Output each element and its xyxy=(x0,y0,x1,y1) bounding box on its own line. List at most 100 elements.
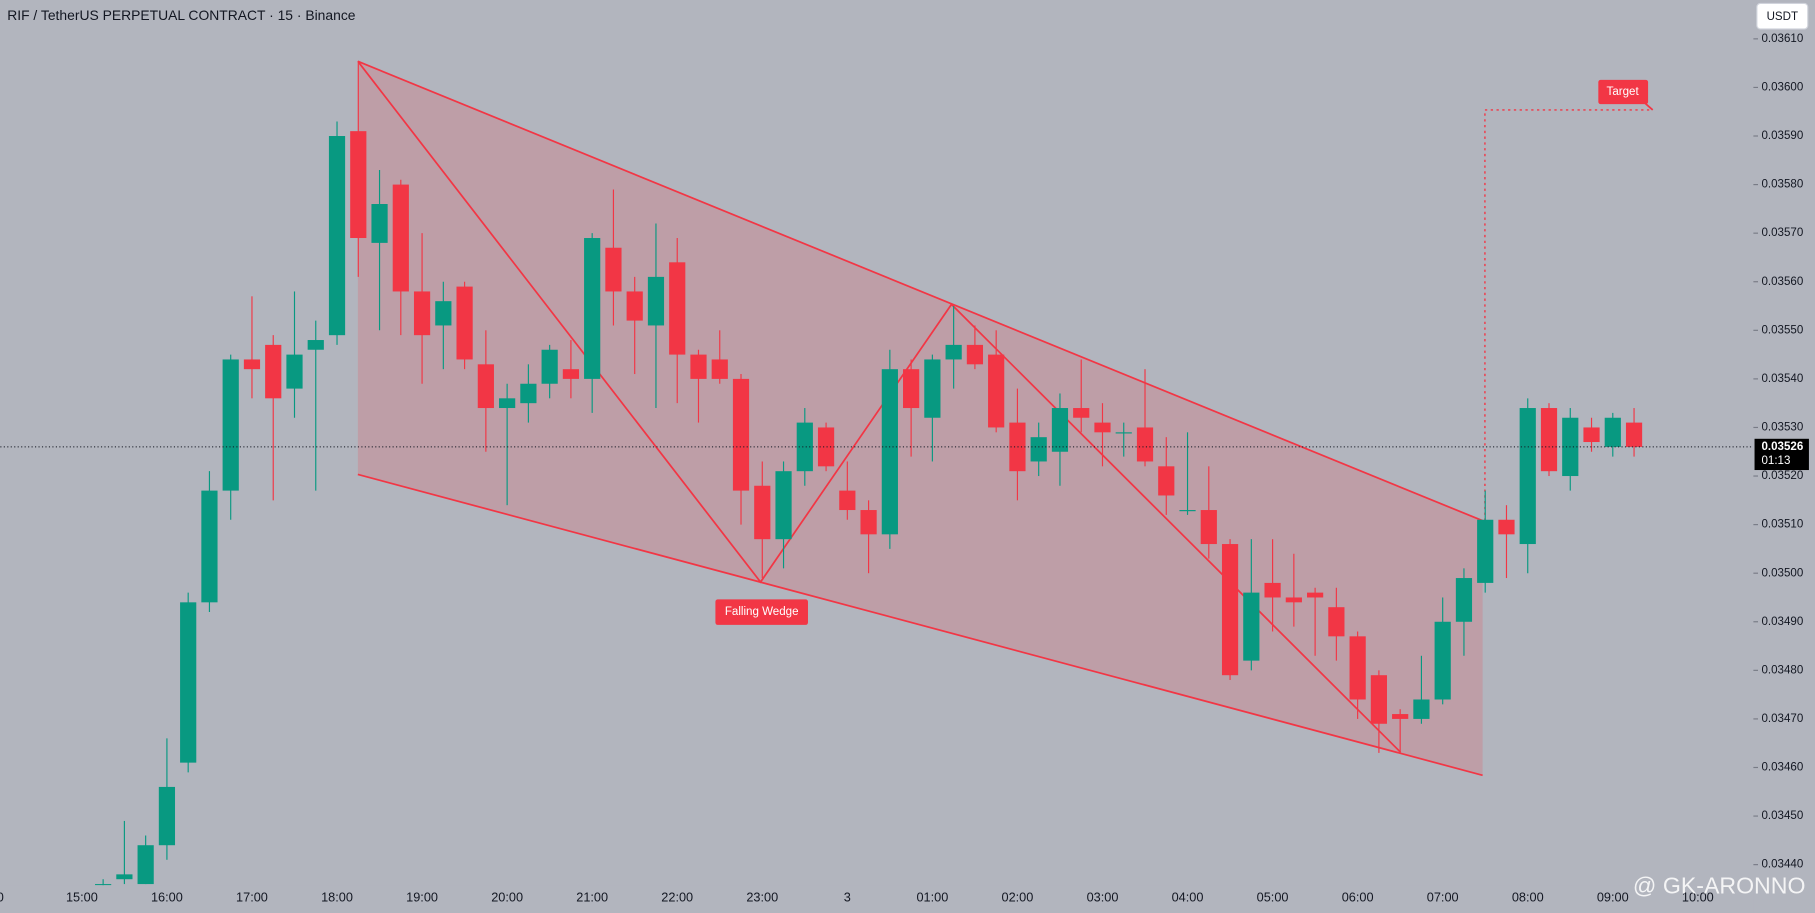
candle-body xyxy=(477,364,494,409)
y-tick-label: 0.03450 xyxy=(1761,810,1803,822)
candle-body xyxy=(1370,675,1387,724)
pattern-label-box xyxy=(715,599,808,625)
y-tick-label: 0.03440 xyxy=(1761,859,1803,871)
candle-body xyxy=(1073,408,1090,418)
candle-body xyxy=(265,344,282,399)
x-tick-label: 00 xyxy=(0,889,4,904)
candle-body xyxy=(775,471,792,540)
x-tick-label: 03:00 xyxy=(1087,889,1119,904)
target-label: Target xyxy=(1607,86,1640,98)
candle-body xyxy=(1392,714,1409,719)
candle-body xyxy=(839,490,856,511)
candle-body xyxy=(499,398,516,409)
currency-label[interactable]: USDT xyxy=(1767,11,1798,23)
candle-body xyxy=(626,291,643,321)
candle-body xyxy=(988,354,1005,428)
x-tick-label: 16:00 xyxy=(151,889,183,904)
x-tick-label: 01:00 xyxy=(916,889,948,904)
candle-body xyxy=(1413,699,1430,719)
candle-body xyxy=(286,354,303,389)
y-tick-label: 0.03490 xyxy=(1761,616,1803,628)
last-price-label: 0.03526 xyxy=(1761,441,1803,453)
candle-body xyxy=(1328,607,1345,637)
candle-body xyxy=(222,359,239,491)
y-tick-label: 0.03570 xyxy=(1761,227,1803,239)
target-line xyxy=(1484,109,1653,521)
countdown-label: 01:13 xyxy=(1761,455,1790,467)
candle-body xyxy=(435,301,452,326)
candle-body xyxy=(754,485,771,540)
candle-body xyxy=(796,422,813,472)
currency-button[interactable] xyxy=(1756,2,1809,30)
candle-body xyxy=(520,383,537,404)
candle-body xyxy=(584,238,601,379)
x-tick-label: 08:00 xyxy=(1512,889,1544,904)
candle-body xyxy=(924,359,941,418)
candle-body xyxy=(158,786,176,846)
wedge-bottom-line xyxy=(357,473,1483,777)
chart-title: RIF / TetherUS PERPETUAL CONTRACT · 15 ·… xyxy=(7,7,356,23)
candle-body xyxy=(1221,544,1239,676)
candle-body xyxy=(945,344,962,360)
candle-body xyxy=(95,884,112,886)
last-price-box xyxy=(1754,438,1809,471)
candle-body xyxy=(1307,592,1324,598)
x-tick-label: 3 xyxy=(844,889,851,904)
candle-body xyxy=(116,874,133,880)
x-tick-label: 22:00 xyxy=(661,889,693,904)
candle-body xyxy=(1136,427,1154,462)
candle-body xyxy=(541,349,558,384)
candle-body xyxy=(1477,519,1494,583)
y-tick-label: 0.03480 xyxy=(1761,664,1803,676)
candle-body xyxy=(307,340,324,350)
candle-body xyxy=(966,344,984,365)
candle-body xyxy=(1455,578,1473,622)
candle-body xyxy=(201,490,218,603)
watermark: @ GK-ARONNO xyxy=(1633,873,1806,899)
y-tick-label: 0.03460 xyxy=(1761,762,1803,774)
x-tick-label: 06:00 xyxy=(1342,889,1374,904)
y-tick-label: 0.03470 xyxy=(1761,713,1803,725)
candle-body xyxy=(392,184,409,292)
y-tick-label: 0.03610 xyxy=(1761,33,1803,45)
candle-body xyxy=(647,276,665,326)
candle-body xyxy=(1158,466,1175,496)
x-tick-label: 15:00 xyxy=(66,889,98,904)
candle-body xyxy=(1540,408,1558,472)
candle-body xyxy=(1604,417,1621,447)
candle-body xyxy=(562,369,580,379)
candle-body xyxy=(1200,510,1217,545)
overlay: Falling Wedge Target RIF / TetherUS PERP… xyxy=(7,2,1809,899)
candle-body xyxy=(1030,437,1047,462)
wedge-zigzag xyxy=(357,60,1402,753)
candle-body xyxy=(1434,621,1451,700)
y-tick-label: 0.03550 xyxy=(1761,324,1803,336)
y-tick-label: 0.03500 xyxy=(1761,567,1803,579)
y-tick-label: 0.03530 xyxy=(1761,422,1803,434)
candle-body xyxy=(1051,408,1069,452)
y-tick-label: 0.03580 xyxy=(1761,179,1803,191)
wedge-fill xyxy=(357,61,1483,776)
candle-body xyxy=(860,510,877,535)
candle-body xyxy=(1115,432,1132,434)
candle-body xyxy=(711,359,728,379)
candle-body xyxy=(371,204,388,243)
y-tick-label: 0.03510 xyxy=(1761,519,1803,531)
y-tick-label: 0.03520 xyxy=(1761,470,1803,482)
x-tick-label: 02:00 xyxy=(1002,889,1034,904)
candle-body xyxy=(350,131,367,239)
candles xyxy=(95,63,1643,889)
target-label-box xyxy=(1598,79,1649,105)
candle-body xyxy=(605,247,622,292)
candle-body xyxy=(413,291,431,336)
candle-body xyxy=(1625,422,1643,447)
x-tick-label: 04:00 xyxy=(1172,889,1204,904)
candle-body xyxy=(1519,408,1536,545)
time-axis-panel xyxy=(0,885,1754,913)
y-tick-label: 0.03560 xyxy=(1761,276,1803,288)
candle-body xyxy=(456,286,473,360)
x-tick-label: 18:00 xyxy=(321,889,353,904)
